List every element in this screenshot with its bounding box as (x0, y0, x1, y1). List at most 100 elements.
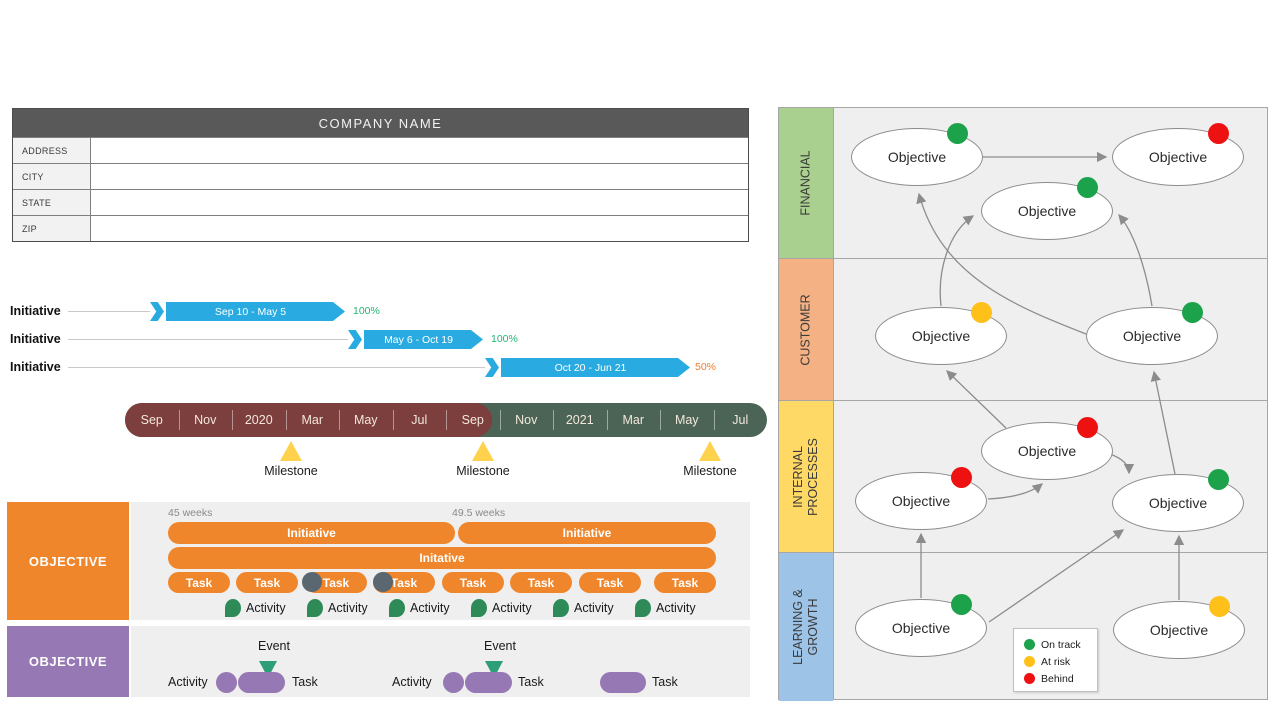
task-label: Task (652, 675, 678, 689)
activity-node[interactable] (443, 672, 464, 693)
table-row: ZIP (13, 215, 748, 241)
task-pill[interactable]: Task (654, 572, 716, 593)
activity-leaf-icon (225, 599, 241, 617)
month-tick: 2020 (232, 403, 286, 437)
legend-label: Behind (1041, 672, 1074, 685)
objective-title-orange[interactable]: OBJECTIVE (7, 502, 129, 620)
timeline-bar[interactable]: Sep Nov 2020 Mar May Jul Sep Nov 2021 Ma… (125, 403, 767, 437)
connector-arrows (915, 151, 1185, 623)
task-node[interactable] (465, 672, 512, 693)
band-divider (779, 552, 1267, 553)
initiative-pill[interactable]: Initiative (168, 522, 455, 544)
connector-line (68, 339, 348, 340)
objective-node[interactable]: Objective (855, 467, 987, 530)
zip-label: ZIP (13, 216, 91, 241)
activity-label: Activity (492, 601, 532, 615)
month-tick: Nov (499, 403, 554, 437)
objective-node[interactable]: Objective (1113, 596, 1245, 659)
duration-label: 49.5 weeks (452, 507, 506, 519)
gantt-bar-3[interactable]: Oct 20 - Jun 21 (485, 358, 690, 377)
activity-label: Activity (392, 675, 432, 689)
objective-node[interactable]: Objective (1112, 469, 1244, 532)
objective-node-label: Objective (875, 307, 1007, 365)
perspective-financial: FINANCIAL (779, 108, 833, 258)
activity-item[interactable]: Activity (225, 598, 286, 618)
legend-item: Behind (1024, 670, 1097, 687)
milestone-label: Milestone (264, 464, 318, 478)
month-tick: Nov (178, 403, 233, 437)
task-pill[interactable]: Task (168, 572, 230, 593)
bar-date-range: Sep 10 - May 5 (214, 305, 287, 318)
task-pill[interactable]: Task (579, 572, 641, 593)
on-track-dot (1024, 639, 1035, 650)
at-risk-dot (1024, 656, 1035, 667)
month-tick: Sep (446, 403, 500, 437)
status-dot (1077, 177, 1098, 198)
task-pill[interactable]: Task (510, 572, 572, 593)
activity-item[interactable]: Activity (635, 598, 696, 618)
state-label: STATE (13, 190, 91, 215)
task-connector-dot (373, 572, 393, 592)
task-pill[interactable]: Task (236, 572, 298, 593)
status-dot (1208, 123, 1229, 144)
activity-leaf-icon (635, 599, 651, 617)
activity-item[interactable]: Activity (553, 598, 614, 618)
objective-node[interactable]: Objective (981, 417, 1113, 480)
behind-dot (1024, 673, 1035, 684)
milestone-marker[interactable] (472, 441, 494, 461)
legend-item: On track (1024, 636, 1097, 653)
milestone-marker[interactable] (280, 441, 302, 461)
task-label: Task (292, 675, 318, 689)
activity-label: Activity (574, 601, 614, 615)
timeline-months: Sep Nov 2020 Mar May Jul Sep Nov 2021 Ma… (125, 403, 767, 437)
objective-node[interactable]: Objective (1086, 302, 1218, 365)
month-tick: Mar (606, 403, 661, 437)
initiative-pill-full[interactable]: Initative (168, 547, 716, 569)
activity-label: Activity (656, 601, 696, 615)
address-field[interactable] (91, 138, 748, 163)
month-tick: May (339, 403, 393, 437)
gantt-bar-1[interactable]: Sep 10 - May 5 (150, 302, 345, 321)
event-label: Event (258, 639, 290, 653)
objective-node[interactable]: Objective (851, 123, 983, 186)
bar-date-range: Oct 20 - Jun 21 (554, 361, 627, 374)
objective-node-label: Objective (855, 472, 987, 530)
status-dot (1209, 596, 1230, 617)
objective-node-label: Objective (1112, 128, 1244, 186)
percent-complete: 50% (695, 361, 717, 373)
objective-node[interactable]: Objective (981, 177, 1113, 240)
city-field[interactable] (91, 164, 748, 189)
perspective-internal-processes: INTERNAL PROCESSES (779, 400, 833, 552)
task-pill[interactable]: Task (442, 572, 504, 593)
bar-date-range: May 6 - Oct 19 (384, 333, 453, 346)
connector-line (68, 367, 485, 368)
activity-label: Activity (410, 601, 450, 615)
state-field[interactable] (91, 190, 748, 215)
task-label: Task (518, 675, 544, 689)
band-divider (779, 258, 1267, 259)
milestone-marker[interactable] (699, 441, 721, 461)
objective-node[interactable]: Objective (855, 594, 987, 657)
activity-item[interactable]: Activity (389, 598, 450, 618)
activity-label: Activity (246, 601, 286, 615)
month-tick: Mar (285, 403, 340, 437)
company-name-header: COMPANY NAME (13, 109, 748, 137)
task-node[interactable] (238, 672, 285, 693)
objective-node[interactable]: Objective (875, 302, 1007, 365)
activity-item[interactable]: Activity (307, 598, 368, 618)
objective-node[interactable]: Objective (1112, 123, 1244, 186)
perspective-learning-growth: LEARNING & GROWTH (779, 552, 833, 701)
activity-node[interactable] (216, 672, 237, 693)
month-tick: Jul (392, 403, 447, 437)
objective-title-purple[interactable]: OBJECTIVE (7, 626, 129, 697)
status-dot (1182, 302, 1203, 323)
objective-band-orange: OBJECTIVE 45 weeks 49.5 weeks Initiative… (7, 502, 750, 620)
activity-item[interactable]: Activity (471, 598, 532, 618)
initiative-pill[interactable]: Initiative (458, 522, 716, 544)
task-node[interactable] (600, 672, 646, 693)
month-tick: 2021 (553, 403, 607, 437)
month-tick: Jul (713, 403, 768, 437)
zip-field[interactable] (91, 216, 748, 241)
gantt-bar-2[interactable]: May 6 - Oct 19 (348, 330, 483, 349)
percent-complete: 100% (491, 333, 518, 345)
